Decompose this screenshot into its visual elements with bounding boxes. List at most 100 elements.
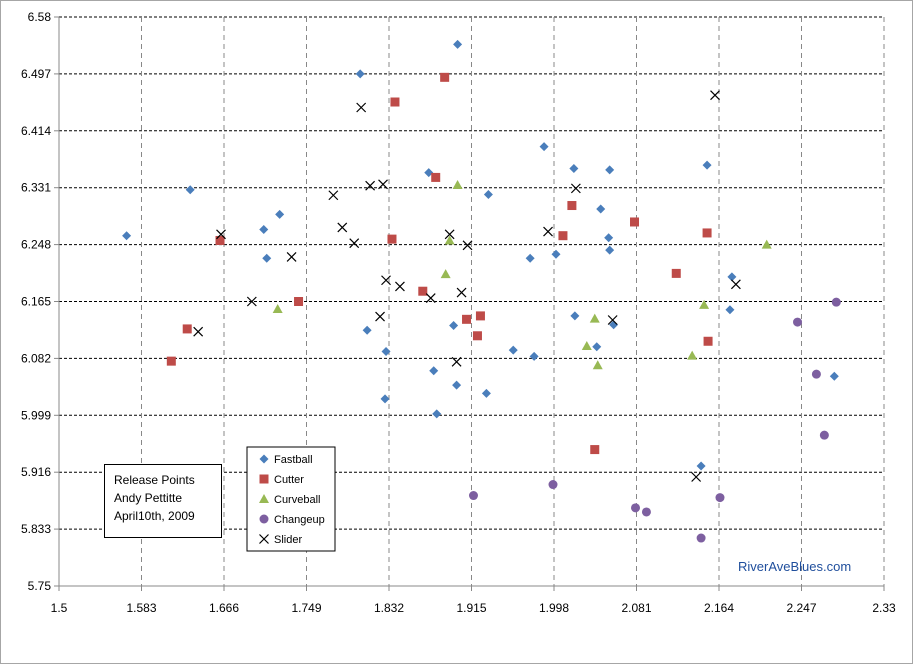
cutter-point (590, 445, 600, 455)
legend-slider-label: Slider (274, 534, 302, 546)
fastball-point (604, 233, 614, 243)
y-tick-label: 6.082 (21, 351, 51, 365)
fastball-point (605, 165, 615, 175)
y-tick-label: 6.497 (21, 67, 51, 81)
slider-point (451, 356, 462, 367)
slider-point (216, 229, 226, 240)
slider-point (378, 179, 388, 190)
slider-point (395, 281, 405, 292)
y-tick-label: 6.165 (21, 295, 51, 309)
fastball-point (449, 320, 459, 330)
y-tick-label: 6.58 (28, 10, 52, 24)
fastball-point (569, 164, 579, 174)
cutter-point (166, 356, 176, 366)
fastball-point (605, 245, 615, 255)
x-tick-label: 1.832 (374, 601, 404, 615)
slider-point (456, 287, 467, 298)
changeup-point (793, 317, 803, 327)
slider-point (328, 190, 339, 201)
fastball-point (570, 311, 580, 321)
slider-point (425, 293, 436, 303)
changeup-point (631, 503, 641, 513)
legend-curveball-label: Curveball (274, 494, 320, 506)
fastball-point (262, 253, 272, 263)
fastball-point (432, 409, 442, 419)
legend-cutter-label: Cutter (274, 474, 304, 486)
changeup-point (811, 369, 821, 379)
legend-changeup-label: Changeup (274, 514, 325, 526)
fastball-point (702, 160, 712, 170)
fastball-point (185, 185, 195, 195)
cutter-point (440, 72, 450, 82)
slider-point (381, 275, 391, 286)
slider-point (730, 279, 741, 290)
curveball-point (272, 304, 283, 314)
fastball-point (529, 351, 539, 361)
legend-cutter-marker (259, 474, 269, 484)
chart-subtitle-pitcher: Andy Pettitte (114, 491, 183, 505)
cutter-point (703, 336, 713, 346)
slider-point (570, 183, 581, 194)
cutter-point (215, 235, 225, 245)
axes (54, 16, 885, 591)
fastball-point (539, 142, 549, 152)
y-tick-label: 6.248 (21, 238, 51, 252)
fastball-point (452, 380, 462, 390)
x-tick-label: 1.749 (291, 601, 321, 615)
fastball-point (259, 225, 269, 235)
cutter-point (387, 234, 397, 244)
fastball-point (829, 371, 839, 381)
slider-point (691, 472, 702, 482)
fastball-point (275, 209, 285, 219)
y-tick-label: 5.916 (21, 465, 51, 479)
slider-point (607, 315, 618, 325)
legend-changeup-marker (259, 514, 269, 524)
cutter-point (390, 97, 400, 107)
changeup-point (819, 430, 829, 440)
x-tick-label: 1.998 (539, 601, 569, 615)
cutter-point (702, 228, 712, 238)
curveball-point (589, 313, 600, 323)
chart-subtitle-date: April10th, 2009 (114, 509, 195, 523)
x-tick-label: 1.5 (51, 601, 68, 615)
chart-title-box: Release Points Andy Pettitte April10th, … (104, 464, 222, 538)
slider-point (193, 326, 204, 337)
curveball-point (687, 350, 698, 360)
legend-slider-marker (259, 534, 269, 544)
changeup-point (641, 507, 651, 517)
fastball-point (725, 305, 735, 315)
cutter-point (671, 268, 681, 278)
fastball-point (424, 168, 434, 178)
cutter-point (630, 217, 640, 227)
curveball-point (699, 299, 710, 309)
fastball-point (727, 272, 737, 282)
y-tick-label: 5.999 (21, 408, 51, 422)
slider-point (337, 222, 348, 233)
fastball-point (483, 190, 493, 200)
curveball-point (581, 341, 592, 351)
y-tick-label: 5.75 (28, 579, 52, 593)
fastball-point (596, 204, 606, 214)
fastball-point (362, 325, 372, 335)
cutter-point (431, 172, 441, 182)
fastball-point (696, 461, 706, 471)
fastball-point (481, 388, 491, 398)
cutter-point (182, 324, 192, 334)
x-tick-label: 2.164 (704, 601, 734, 615)
curveball-point (444, 235, 455, 245)
legend-fastball-marker (259, 454, 269, 464)
slider-point (543, 226, 553, 237)
x-tick-label: 1.915 (456, 601, 486, 615)
curveball-point (452, 179, 463, 189)
legend: Fastball Cutter Curveball Changeup Slider (246, 446, 336, 552)
x-tick-label: 2.33 (872, 601, 896, 615)
cutter-point (567, 201, 577, 211)
cutter-point (462, 314, 472, 324)
legend-fastball-label: Fastball (274, 454, 313, 466)
fastball-point (355, 69, 365, 79)
fastball-point (380, 394, 390, 404)
cutter-point (475, 311, 485, 321)
changeup-point (831, 297, 841, 307)
fastball-point (508, 345, 518, 355)
y-tick-label: 5.833 (21, 522, 51, 536)
